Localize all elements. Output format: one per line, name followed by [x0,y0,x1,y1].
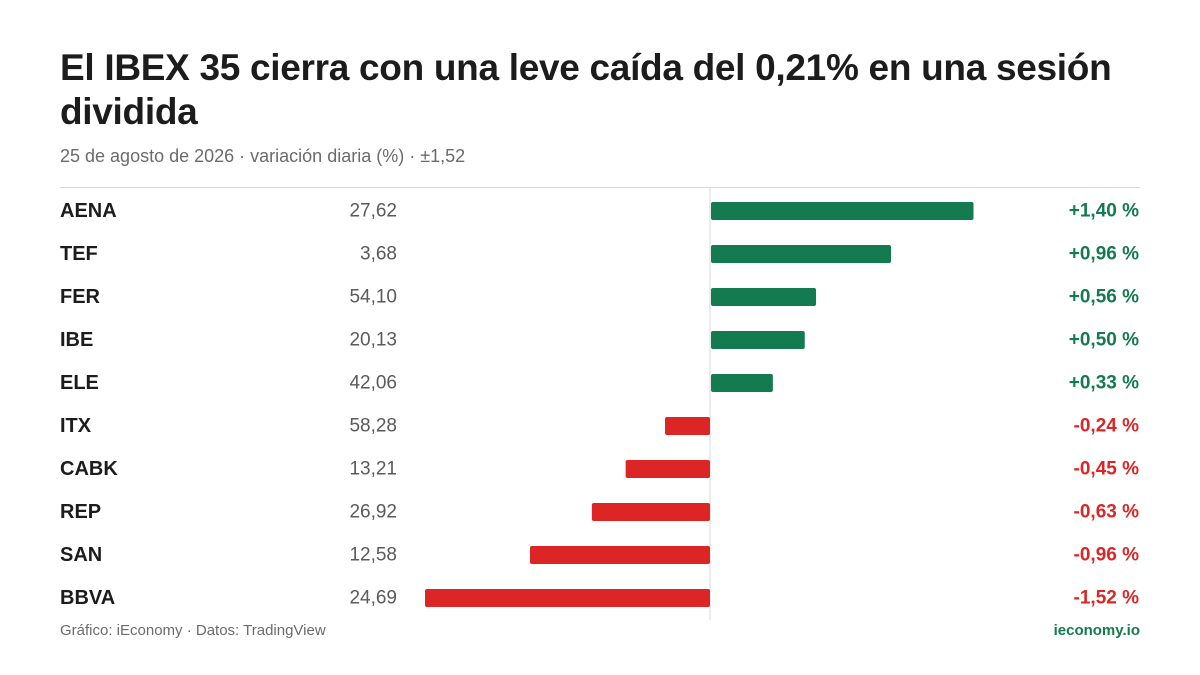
price-label: 20,13 [349,330,397,351]
chart-row-aena: AENA 27,62 +1,40 % [60,200,1139,222]
ticker-label: IBE [60,329,93,351]
bar [711,331,805,349]
chart-row-cabk: CABK 13,21 -0,45 % [60,458,1139,480]
bar [711,202,974,220]
change-label: -1,52 % [1074,588,1140,609]
ticker-label: ITX [60,415,92,437]
ticker-label: SAN [60,544,102,566]
change-label: -0,63 % [1074,502,1140,523]
bar [591,503,710,521]
change-label: +0,96 % [1069,244,1139,265]
ticker-label: ELE [60,372,99,394]
price-label: 13,21 [349,459,397,480]
ticker-label: BBVA [60,587,115,609]
chart-row-fer: FER 54,10 +0,56 % [60,286,1139,308]
change-label: -0,96 % [1074,545,1140,566]
ticker-label: TEF [60,243,98,265]
brand-link[interactable]: ieconomy.io [1053,622,1140,639]
chart-row-ibe: IBE 20,13 +0,50 % [60,329,1139,351]
chart-row-itx: ITX 58,28 -0,24 % [60,415,1139,437]
change-label: +0,56 % [1069,287,1139,308]
chart-row-san: SAN 12,58 -0,96 % [60,544,1139,566]
change-label: +1,40 % [1069,201,1139,222]
bar [425,589,710,607]
change-label: -0,24 % [1074,416,1140,437]
ticker-label: CABK [60,458,118,480]
ticker-label: FER [60,286,101,308]
chart-rows: AENA 27,62 +1,40 % TEF 3,68 +0,96 % FER 54,10 +0… [60,200,1139,609]
ticker-label: REP [60,501,101,523]
price-label: 24,69 [349,588,397,609]
price-label: 3,68 [360,244,397,265]
price-label: 12,58 [349,545,397,566]
chart-row-rep: REP 26,92 -0,63 % [60,501,1139,523]
ticker-label: AENA [60,200,117,222]
change-label: -0,45 % [1074,459,1140,480]
bar [625,460,710,478]
bar [665,417,710,435]
chart-row-ele: ELE 42,06 +0,33 % [60,372,1139,394]
price-label: 54,10 [349,287,397,308]
price-label: 58,28 [349,416,397,437]
source-note: Gráfico: iEconomy · Datos: TradingView [60,622,326,639]
chart-row-tef: TEF 3,68 +0,96 % [60,243,1139,265]
bar [530,546,710,564]
change-label: +0,50 % [1069,330,1139,351]
bar [711,374,773,392]
bar [711,245,891,263]
chart-row-bbva: BBVA 24,69 -1,52 % [60,587,1139,609]
chart-title: El IBEX 35 cierra con una leve caída del… [60,47,1112,132]
price-label: 26,92 [349,502,397,523]
bar [711,288,816,306]
chart-subtitle: 25 de agosto de 2026 · variación diaria … [60,146,466,166]
price-label: 27,62 [349,201,397,222]
price-label: 42,06 [349,373,397,394]
change-label: +0,33 % [1069,373,1139,394]
